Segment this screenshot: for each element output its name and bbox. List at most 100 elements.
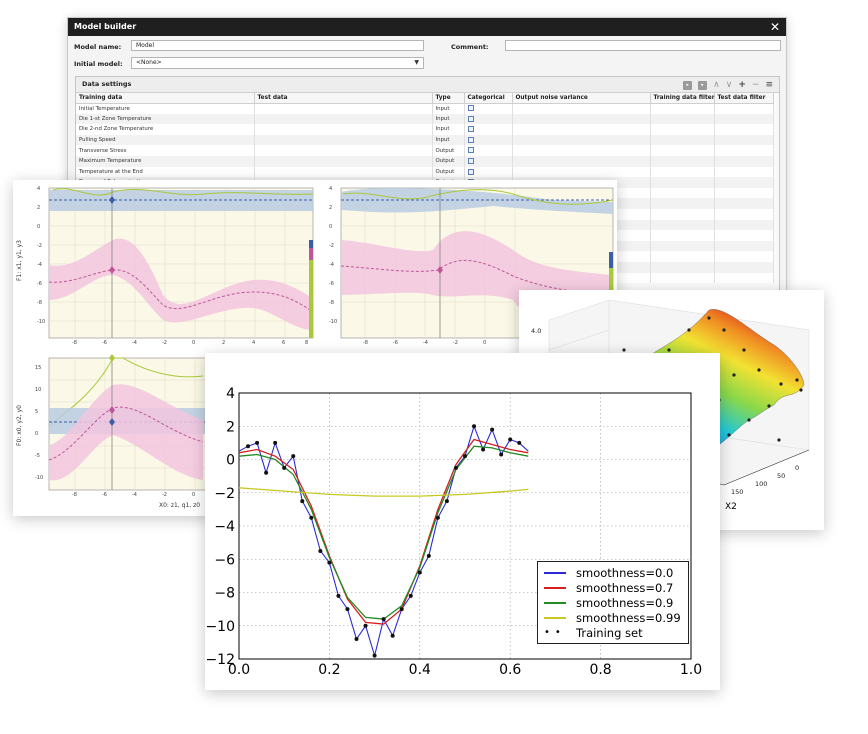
cell-test-data[interactable] bbox=[254, 145, 433, 156]
cell-training-filter[interactable] bbox=[650, 145, 715, 156]
cell-categorical[interactable] bbox=[464, 103, 513, 114]
cell-test-filter[interactable] bbox=[714, 155, 774, 167]
legend-item: smoothness=0.9 bbox=[544, 595, 682, 610]
gp-xtick-top-right: -2 bbox=[453, 340, 458, 346]
table-row[interactable]: Initial Temperature Input bbox=[76, 103, 774, 114]
col-test-data-filter[interactable]: Test data filter bbox=[714, 93, 774, 104]
col-type[interactable]: Type bbox=[432, 93, 465, 104]
cell-training-data[interactable]: Maximum Temperature bbox=[76, 155, 255, 167]
cell-training-data[interactable]: Initial Temperature bbox=[76, 103, 255, 114]
cell-test-data[interactable] bbox=[254, 113, 433, 125]
cell-output-noise[interactable] bbox=[512, 134, 651, 146]
cell-type[interactable]: Output bbox=[432, 145, 465, 156]
gp-xtick-bottom-left: -2 bbox=[162, 492, 167, 498]
categorical-checkbox[interactable] bbox=[467, 168, 474, 175]
cell-training-filter[interactable] bbox=[650, 113, 715, 125]
cell-test-filter[interactable] bbox=[714, 124, 774, 135]
col-output-noise-variance[interactable]: Output noise variance bbox=[512, 93, 651, 104]
cell-output-noise[interactable] bbox=[512, 124, 651, 135]
cell-categorical[interactable] bbox=[464, 166, 513, 178]
add-row-icon[interactable]: + bbox=[738, 80, 746, 90]
y-tick-label: −2 bbox=[214, 486, 235, 502]
cell-training-filter[interactable] bbox=[650, 166, 715, 178]
cell-categorical[interactable] bbox=[464, 134, 513, 146]
col-categorical[interactable]: Categorical bbox=[464, 93, 513, 104]
cell-training-data[interactable]: Pulling Speed bbox=[76, 134, 255, 146]
cell-training-filter[interactable] bbox=[650, 155, 715, 167]
table-row[interactable]: Die 2-nd Zone Temperature Input bbox=[76, 124, 774, 135]
cell-type[interactable]: Input bbox=[432, 134, 465, 146]
table-row[interactable]: Maximum Temperature Output bbox=[76, 155, 774, 167]
cell-type[interactable]: Input bbox=[432, 124, 465, 135]
cell-test-data[interactable] bbox=[254, 124, 433, 135]
cell-test-data[interactable] bbox=[254, 166, 433, 178]
gp-ytick-bottom: 0 bbox=[35, 431, 39, 437]
empty-cell bbox=[714, 208, 774, 220]
cell-training-filter[interactable] bbox=[650, 124, 715, 135]
comment-input[interactable] bbox=[505, 40, 781, 51]
model-name-input[interactable]: Model bbox=[131, 40, 424, 51]
cell-type[interactable]: Output bbox=[432, 166, 465, 178]
cell-output-noise[interactable] bbox=[512, 113, 651, 125]
cell-test-data[interactable] bbox=[254, 134, 433, 146]
legend-label: smoothness=0.99 bbox=[576, 610, 681, 625]
cell-training-filter[interactable] bbox=[650, 177, 715, 188]
cell-test-filter[interactable] bbox=[714, 103, 774, 114]
training-point bbox=[408, 593, 413, 598]
categorical-checkbox[interactable] bbox=[467, 147, 474, 154]
cell-test-filter[interactable] bbox=[714, 113, 774, 125]
cell-training-data[interactable]: Die 1-st Zone Temperature bbox=[76, 113, 255, 125]
table-row[interactable]: Pulling Speed Input bbox=[76, 134, 774, 146]
categorical-checkbox[interactable] bbox=[467, 126, 474, 133]
initial-model-select[interactable]: <None> ▼ bbox=[131, 57, 424, 69]
training-point bbox=[499, 452, 504, 457]
categorical-checkbox[interactable] bbox=[467, 105, 474, 112]
initial-model-label: Initial model: bbox=[74, 60, 123, 68]
table-row[interactable]: Die 1-st Zone Temperature Input bbox=[76, 113, 774, 125]
gp-ylabel-bottom: F0: x0, y2, y0 bbox=[16, 405, 23, 446]
cell-training-data[interactable]: Transverse Stress bbox=[76, 145, 255, 156]
cell-output-noise[interactable] bbox=[512, 103, 651, 114]
categorical-checkbox[interactable] bbox=[467, 136, 474, 143]
col-test-data[interactable]: Test data bbox=[254, 93, 433, 104]
cell-categorical[interactable] bbox=[464, 124, 513, 135]
table-row[interactable]: Temperature at the End Output bbox=[76, 166, 774, 178]
move-up-icon[interactable]: ∧ bbox=[713, 80, 720, 90]
cell-output-noise[interactable] bbox=[512, 155, 651, 167]
cell-test-filter[interactable] bbox=[714, 134, 774, 146]
move-down-icon[interactable]: ∨ bbox=[725, 80, 733, 90]
menu-icon[interactable]: ≡ bbox=[765, 80, 773, 90]
cell-categorical[interactable] bbox=[464, 145, 513, 156]
remove-row-icon[interactable]: − bbox=[751, 80, 760, 90]
cell-output-noise[interactable] bbox=[512, 145, 651, 156]
close-icon[interactable]: ✕ bbox=[769, 20, 780, 34]
cell-categorical[interactable] bbox=[464, 155, 513, 167]
cell-test-filter[interactable] bbox=[714, 145, 774, 156]
cell-training-data[interactable]: Temperature at the End bbox=[76, 166, 255, 178]
col-training-data[interactable]: Training data bbox=[76, 93, 255, 104]
table-row[interactable]: Transverse Stress Output bbox=[76, 145, 774, 156]
cell-training-filter[interactable] bbox=[650, 134, 715, 146]
cell-test-data[interactable] bbox=[254, 155, 433, 167]
cell-test-data[interactable] bbox=[254, 103, 433, 114]
cell-test-filter[interactable] bbox=[714, 177, 774, 188]
categorical-checkbox[interactable] bbox=[467, 115, 474, 122]
surface-xlabel: X2 bbox=[725, 502, 737, 512]
cell-output-noise[interactable] bbox=[512, 166, 651, 178]
cell-categorical[interactable] bbox=[464, 113, 513, 125]
col-training-data-filter[interactable]: Training data filter bbox=[650, 93, 715, 104]
cell-type[interactable]: Output bbox=[432, 155, 465, 167]
training-point bbox=[345, 607, 350, 612]
legend-item: smoothness=0.0 bbox=[544, 565, 682, 580]
cell-training-filter[interactable] bbox=[650, 103, 715, 114]
data-settings-header: Data settings ▸ ▸ ∧ ∨ + − ≡ bbox=[76, 77, 779, 93]
cell-type[interactable]: Input bbox=[432, 113, 465, 125]
cell-training-data[interactable]: Die 2-nd Zone Temperature bbox=[76, 124, 255, 135]
surface-x2-tick: 150 bbox=[731, 488, 744, 496]
categorical-checkbox[interactable] bbox=[467, 158, 474, 165]
smoothness-chart-panel: 0.0 0.2 0.4 0.6 0.8 1.0 4 2 0 −2 −4 −6 −8 −10 −12 smoo… bbox=[205, 353, 720, 690]
cell-type[interactable]: Input bbox=[432, 103, 465, 114]
cell-test-filter[interactable] bbox=[714, 166, 774, 178]
import-test-icon[interactable]: ▸ bbox=[698, 80, 708, 90]
import-training-icon[interactable]: ▸ bbox=[683, 80, 693, 90]
